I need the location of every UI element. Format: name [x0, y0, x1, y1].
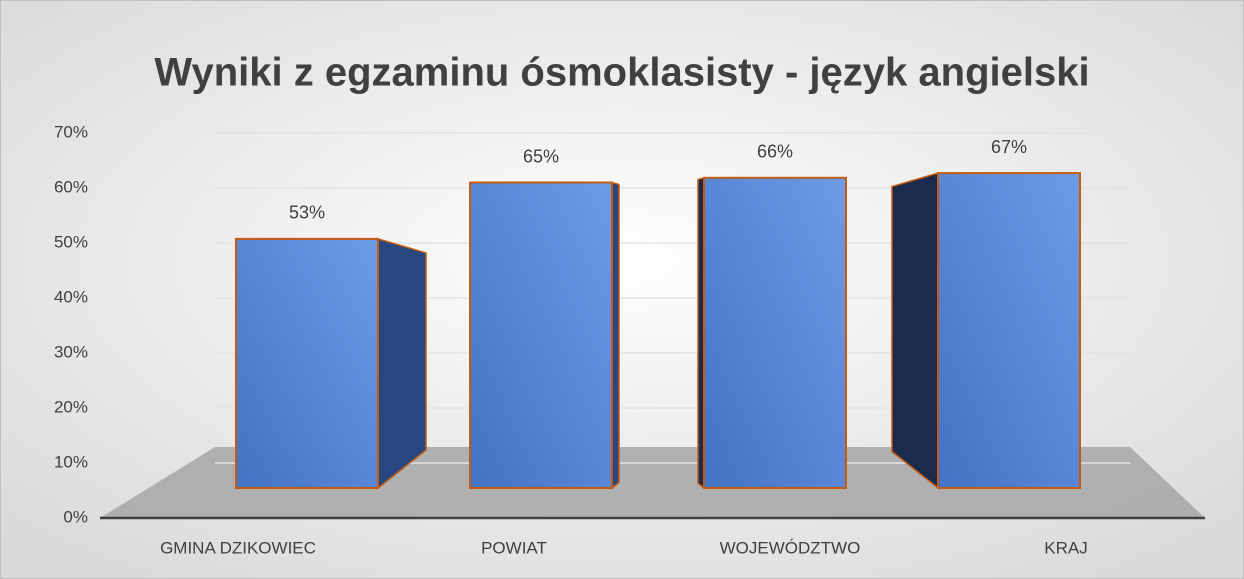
y-tick-label: 60% [54, 177, 88, 196]
x-tick-label: POWIAT [481, 538, 547, 557]
chart-title: Wyniki z egzaminu ósmoklasisty - język a… [154, 51, 1089, 95]
data-label: 66% [757, 142, 793, 162]
data-label: 53% [289, 203, 325, 223]
y-tick-label: 10% [54, 452, 88, 471]
bar-side [611, 181, 620, 490]
bar-side [377, 237, 427, 490]
data-label: 65% [523, 146, 559, 166]
x-tick-label: GMINA DZIKOWIEC [160, 538, 316, 557]
y-tick-label: 0% [63, 507, 88, 526]
y-tick-label: 40% [54, 287, 88, 306]
y-tick-label: 50% [54, 232, 88, 251]
y-tick-label: 70% [54, 122, 88, 141]
bar [469, 181, 613, 489]
y-tick-label: 20% [54, 397, 88, 416]
x-tick-label: WOJEWÓDZTWO [720, 538, 861, 557]
x-tick-label: KRAJ [1044, 538, 1087, 557]
bar [703, 176, 847, 490]
y-tick-label: 30% [54, 342, 88, 361]
bar [235, 237, 379, 489]
bar [937, 172, 1081, 489]
data-label: 67% [991, 137, 1027, 157]
bar-side [891, 172, 939, 490]
